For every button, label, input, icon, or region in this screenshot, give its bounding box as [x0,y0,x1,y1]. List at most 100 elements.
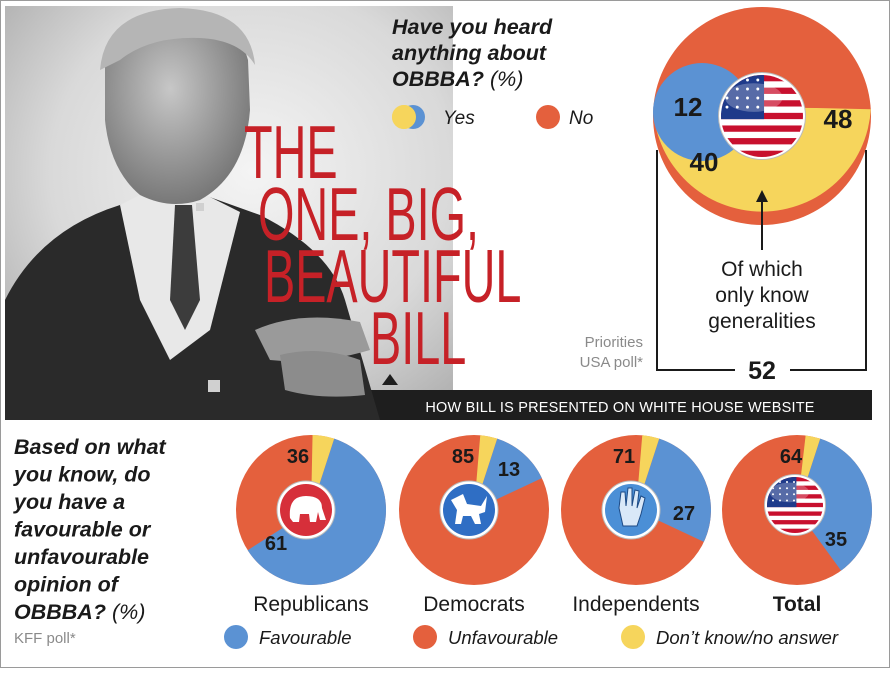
caption-pointer [382,374,398,385]
flag-star [756,78,760,82]
pie-slice-favourable [797,438,873,571]
flag-star [793,499,795,502]
flag-stripe [767,515,823,521]
cufflink [208,380,220,392]
bottom-question-line-5: unfavourable [14,545,149,569]
flag-star [756,96,760,100]
top-question-last-line: OBBBA? (%) [392,67,523,91]
headline-line-4: BILL [370,297,466,381]
flag-gloss [725,83,783,112]
bracket: Of which only know generalities 52 [656,150,867,385]
legend-favourable-label: Favourable [259,627,352,648]
caption-bar [370,390,872,420]
value-label-unfavourable: 71 [613,446,635,468]
legend-yes-swatch [392,105,425,129]
category-label-independents: Independents [572,593,699,616]
category-label-total: Total [773,593,822,616]
bracket-total: 52 [748,357,776,385]
flag-star [772,493,774,496]
top-question-keyword: OBBBA? [392,67,484,91]
flag-star [793,487,795,490]
flag-star [793,493,795,496]
bottom-question-line-3: you have a [13,490,125,514]
flag-stripe [721,138,803,145]
legend-no-label: No [569,108,593,129]
source-priorities-line-1: Priorities [585,334,643,351]
value-label-favourable: 13 [498,459,520,481]
value-label-favourable: 61 [265,533,287,555]
top-question-line-2: anything about [392,41,547,65]
legend-dontknow-label: Don’t know/no answer [656,627,839,648]
flag-star [746,96,749,100]
value-label-favourable: 35 [825,529,847,551]
hand-shape [618,487,646,527]
legend-unfavourable-label: Unfavourable [448,627,558,648]
flag-star [735,87,739,91]
pie-independents: Independents 71 27 [561,435,711,616]
headline-line-1: THE [244,111,338,195]
democrat-donkey-icon [439,480,499,540]
category-label-democrats: Democrats [423,593,525,616]
flag-stripe [767,528,823,533]
pie-label-no: 48 [824,104,853,134]
source-priorities-line-2: USA poll* [580,354,644,371]
flag-clip-group [721,75,803,157]
flag-stripe [721,119,803,126]
photo-panel [5,6,872,420]
us-flag-icon [718,72,806,160]
legend-dontknow-swatch [621,625,645,649]
flag-star [756,87,760,91]
flag-stripe [767,507,823,512]
flag-clip-group [767,477,823,533]
republican-elephant-icon [276,480,336,540]
independent-hand-icon [601,480,661,540]
flag-star [793,481,795,483]
hands-shape [255,317,370,362]
flag-star [746,78,749,82]
flag-star [779,499,781,502]
flag-star [735,105,739,109]
flag-stripe [721,150,803,157]
pie-label-yes-generalities: 40 [690,147,719,177]
pie-democrats: Democrats 85 13 [399,435,549,616]
bottom-question: Based on what you know, do you have a favou… [13,435,167,624]
flag-star [735,96,739,100]
donkey-shape [451,494,487,524]
pie-total: Total 64 35 [722,435,873,616]
bottom-question-line-2: you know, do [13,463,151,487]
category-label-republicans: Republicans [253,593,369,616]
flag-star [786,493,788,496]
flag-star [786,487,788,490]
flag-stripe [721,125,803,133]
legend-unfavourable-swatch [413,625,437,649]
lapel-pin [196,203,204,211]
flag-star [725,96,729,100]
bottom-question-line-1: Based on what [14,435,167,459]
top-question-line-1: Have you heard [392,15,553,39]
bracket-note-line-2: only know [715,284,809,307]
flag-star [746,87,749,91]
top-pie-chart: 12 48 40 [653,7,871,225]
bottom-question-line-6: opinion of [14,573,120,597]
top-legend: Yes No [392,105,593,129]
headline-line-3: BEAUTIFUL [264,235,521,319]
value-label-favourable: 27 [673,503,695,525]
flag-star [772,499,774,502]
pie-label-yes-other: 12 [674,92,703,122]
bottom-question-unit: (%) [106,600,145,624]
top-question-unit: (%) [484,67,523,91]
flag-star [779,493,781,496]
flag-star [786,499,788,502]
bottom-question-line-4: favourable or [14,518,152,542]
bottom-question-last-line: OBBBA? (%) [14,600,145,624]
photo-caption: HOW BILL IS PRESENTED ON WHITE HOUSE WEB… [425,400,814,416]
bracket-note-line-3: generalities [708,310,815,333]
flag-star [725,105,729,109]
source-kff: KFF poll* [14,630,76,647]
flag-stripe [721,131,803,139]
bracket-arrow-head [756,190,768,202]
